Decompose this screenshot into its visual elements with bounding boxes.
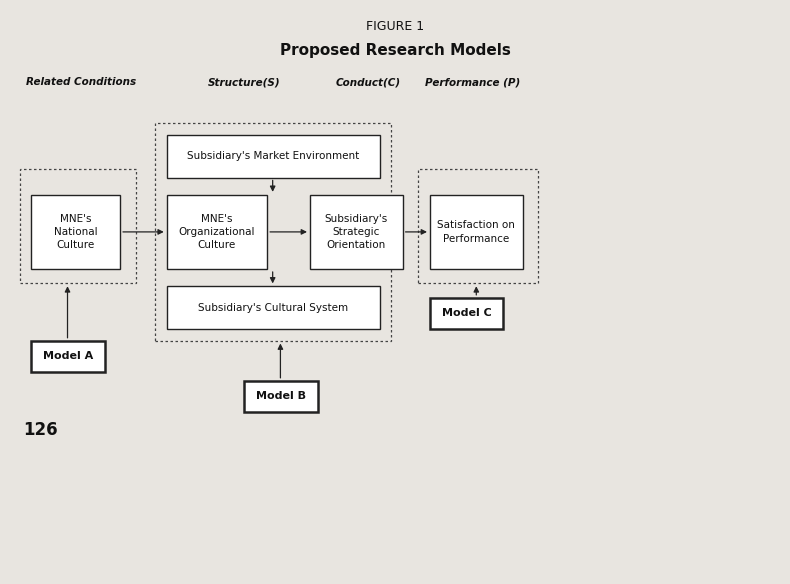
Text: Model B: Model B <box>256 391 306 401</box>
Bar <box>167 135 379 178</box>
Text: Subsidiary's Cultural System: Subsidiary's Cultural System <box>198 303 348 313</box>
Bar <box>167 286 379 329</box>
Bar <box>167 194 267 269</box>
Text: Model A: Model A <box>43 352 93 361</box>
Text: MNE's
National
Culture: MNE's National Culture <box>54 214 97 250</box>
Text: Structure(S): Structure(S) <box>208 78 280 88</box>
Bar <box>20 169 136 283</box>
Bar <box>430 298 503 329</box>
Bar <box>244 381 318 412</box>
Text: FIGURE 1: FIGURE 1 <box>366 20 424 33</box>
Text: 126: 126 <box>24 420 58 439</box>
Text: MNE's
Organizational
Culture: MNE's Organizational Culture <box>179 214 255 250</box>
Text: Proposed Research Models: Proposed Research Models <box>280 43 510 58</box>
Bar <box>310 194 403 269</box>
Bar <box>31 340 104 372</box>
Text: Model C: Model C <box>442 308 491 318</box>
Bar <box>418 169 538 283</box>
Bar <box>430 194 523 269</box>
Text: Conduct(C): Conduct(C) <box>335 78 401 88</box>
Text: Satisfaction on
Performance: Satisfaction on Performance <box>438 220 515 244</box>
Text: Performance (P): Performance (P) <box>425 78 520 88</box>
Text: Related Conditions: Related Conditions <box>26 78 137 88</box>
Text: Subsidiary's
Strategic
Orientation: Subsidiary's Strategic Orientation <box>325 214 388 250</box>
Bar <box>155 123 391 340</box>
Bar <box>31 194 120 269</box>
Text: Subsidiary's Market Environment: Subsidiary's Market Environment <box>187 151 359 161</box>
